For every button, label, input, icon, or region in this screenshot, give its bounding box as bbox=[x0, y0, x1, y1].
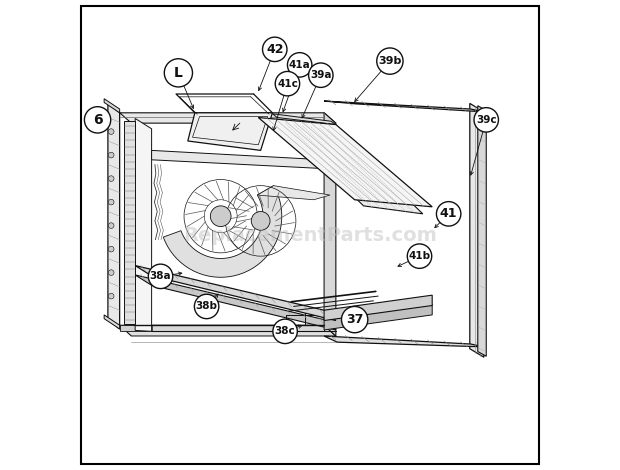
Circle shape bbox=[195, 294, 219, 319]
Text: 41c: 41c bbox=[277, 78, 298, 89]
Circle shape bbox=[210, 206, 231, 227]
Text: 37: 37 bbox=[346, 313, 363, 326]
Circle shape bbox=[164, 59, 192, 87]
Polygon shape bbox=[324, 113, 336, 336]
Text: 41a: 41a bbox=[289, 60, 311, 70]
Polygon shape bbox=[108, 103, 120, 329]
Circle shape bbox=[84, 107, 111, 133]
Text: 41: 41 bbox=[440, 207, 458, 220]
Text: 39c: 39c bbox=[476, 115, 497, 125]
Circle shape bbox=[108, 152, 114, 158]
Text: 39a: 39a bbox=[310, 70, 332, 80]
Circle shape bbox=[108, 176, 114, 181]
Polygon shape bbox=[478, 106, 486, 356]
Text: 41b: 41b bbox=[409, 251, 430, 261]
Text: 42: 42 bbox=[266, 43, 283, 56]
Text: 6: 6 bbox=[93, 113, 102, 127]
Polygon shape bbox=[324, 295, 432, 321]
Circle shape bbox=[108, 293, 114, 299]
Polygon shape bbox=[277, 122, 423, 214]
Text: L: L bbox=[174, 66, 183, 80]
Polygon shape bbox=[120, 325, 324, 331]
Circle shape bbox=[288, 53, 312, 77]
Polygon shape bbox=[257, 186, 330, 200]
Circle shape bbox=[108, 223, 114, 228]
Circle shape bbox=[275, 71, 299, 96]
Circle shape bbox=[474, 108, 498, 132]
Circle shape bbox=[108, 199, 114, 205]
Polygon shape bbox=[324, 305, 432, 330]
Polygon shape bbox=[125, 121, 135, 324]
Circle shape bbox=[262, 37, 287, 62]
Text: 38b: 38b bbox=[195, 301, 218, 312]
Polygon shape bbox=[135, 266, 336, 321]
Circle shape bbox=[251, 212, 270, 230]
Text: 38c: 38c bbox=[275, 326, 296, 337]
Polygon shape bbox=[188, 113, 272, 150]
Text: 39b: 39b bbox=[378, 56, 402, 66]
Polygon shape bbox=[470, 103, 484, 357]
Circle shape bbox=[342, 306, 368, 333]
Circle shape bbox=[273, 319, 298, 344]
Polygon shape bbox=[104, 99, 120, 113]
Circle shape bbox=[108, 246, 114, 252]
Circle shape bbox=[108, 270, 114, 275]
Polygon shape bbox=[135, 275, 336, 330]
Text: 38a: 38a bbox=[149, 271, 171, 282]
Polygon shape bbox=[324, 336, 484, 347]
Polygon shape bbox=[272, 114, 336, 125]
Circle shape bbox=[377, 48, 403, 74]
Circle shape bbox=[148, 264, 173, 289]
Polygon shape bbox=[104, 315, 120, 329]
Polygon shape bbox=[152, 325, 324, 331]
Text: ReplacementParts.com: ReplacementParts.com bbox=[183, 226, 437, 244]
Polygon shape bbox=[120, 113, 336, 123]
Polygon shape bbox=[152, 150, 336, 169]
Circle shape bbox=[407, 244, 432, 268]
Circle shape bbox=[108, 129, 114, 134]
Circle shape bbox=[309, 63, 333, 87]
Polygon shape bbox=[135, 118, 152, 331]
Polygon shape bbox=[120, 325, 336, 336]
Circle shape bbox=[436, 202, 461, 226]
Polygon shape bbox=[324, 101, 484, 112]
Polygon shape bbox=[259, 118, 432, 207]
Polygon shape bbox=[163, 186, 282, 277]
